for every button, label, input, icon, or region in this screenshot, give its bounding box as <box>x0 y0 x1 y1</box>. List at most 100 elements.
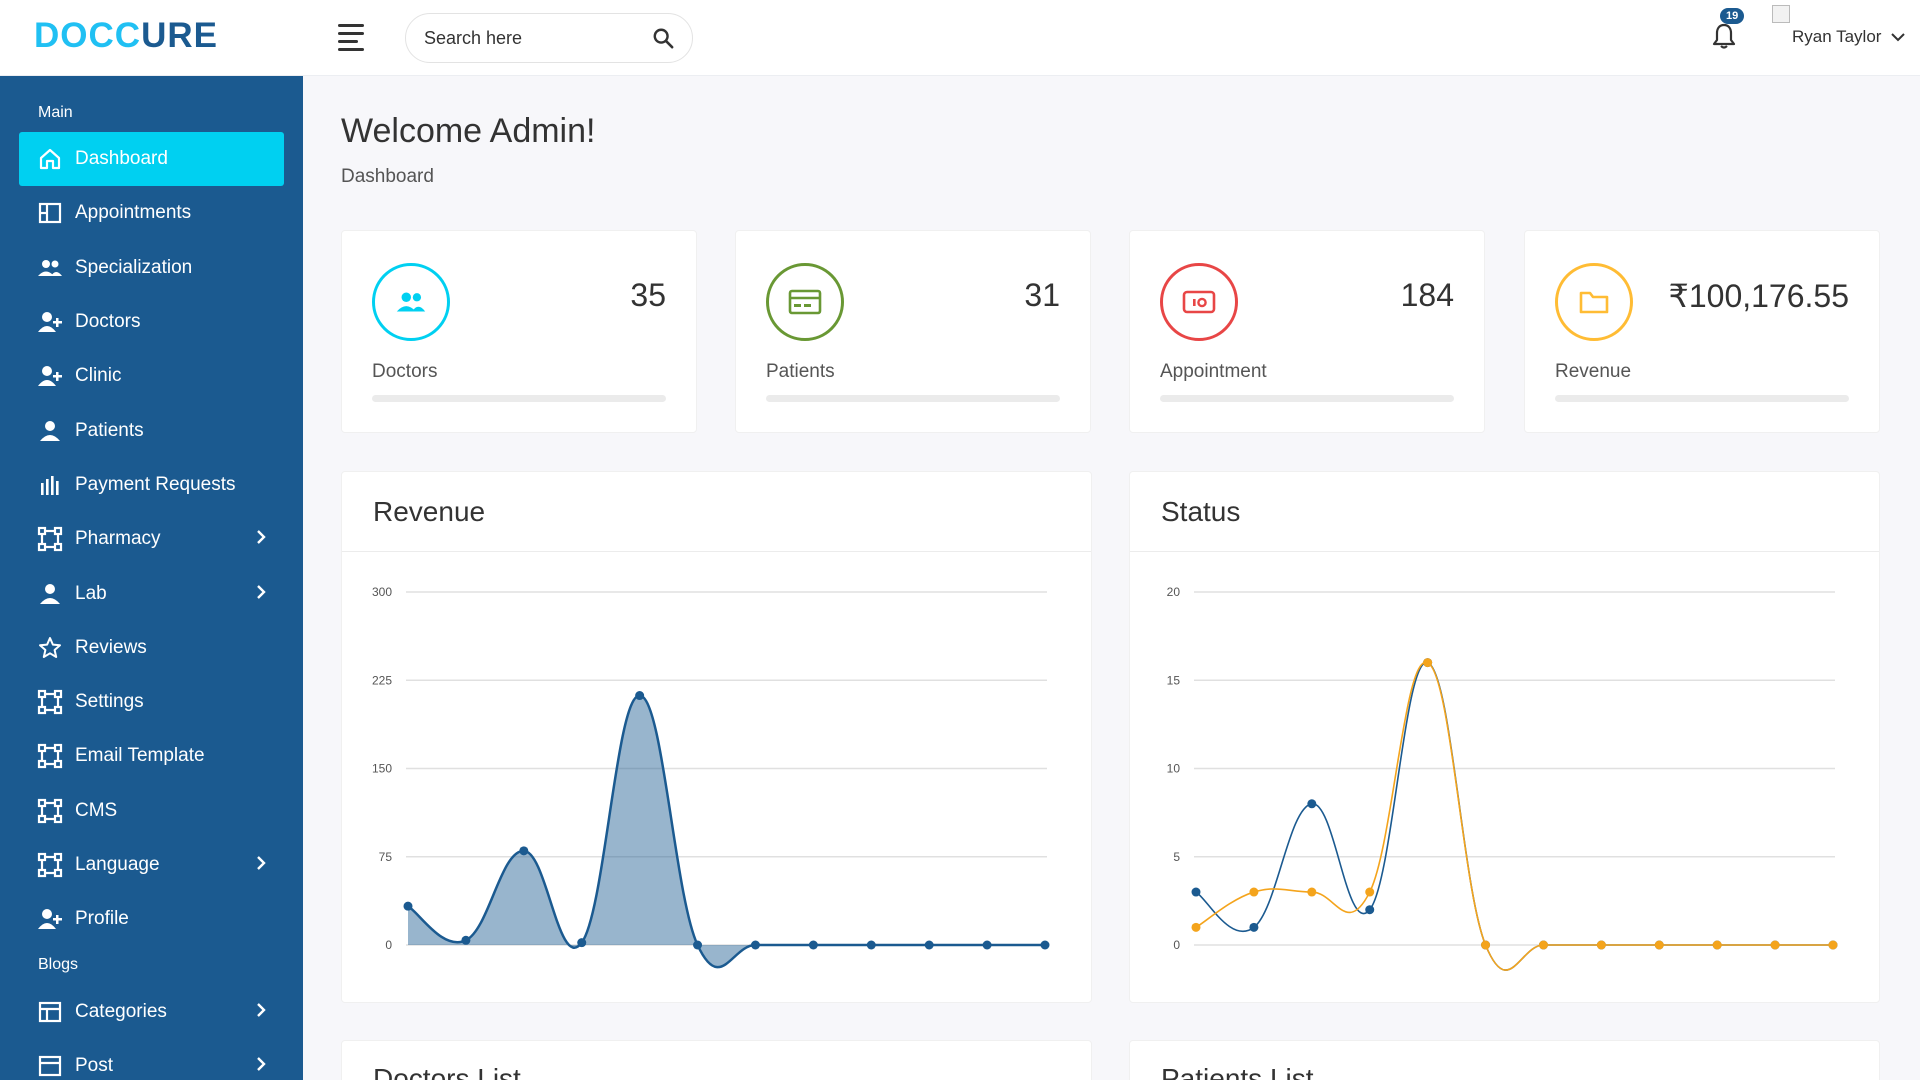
data-point[interactable] <box>750 940 760 950</box>
sidebar-item-appointments[interactable]: Appointments <box>19 186 284 240</box>
sidebar-item-cms[interactable]: CMS <box>19 784 284 838</box>
stat-label: Doctors <box>372 361 438 382</box>
frame-icon <box>37 798 63 824</box>
data-point[interactable] <box>1040 940 1050 950</box>
data-point[interactable] <box>1307 799 1317 809</box>
stat-value: ₹100,176.55 <box>1668 278 1849 314</box>
sidebar-item-dashboard[interactable]: Dashboard <box>19 132 284 187</box>
user-menu[interactable]: Ryan Taylor <box>1772 5 1906 47</box>
data-point[interactable] <box>1596 940 1606 950</box>
search-input[interactable] <box>424 28 644 49</box>
menu-title-main: Main <box>38 104 73 121</box>
chevron-right-icon <box>256 528 266 550</box>
sidebar-item-label: Clinic <box>75 365 122 387</box>
menu-toggle-button[interactable] <box>338 24 368 52</box>
data-point[interactable] <box>982 940 992 950</box>
sidebar-item-patients[interactable]: Patients <box>19 403 284 457</box>
sidebar-item-categories[interactable]: Categories <box>19 984 284 1038</box>
sidebar-item-language[interactable]: Language <box>19 838 284 892</box>
frame-icon <box>37 526 63 552</box>
sidebar-item-clinic[interactable]: Clinic <box>19 349 284 403</box>
chevron-down-icon <box>1891 29 1906 47</box>
sidebar-item-label: Doctors <box>75 311 141 333</box>
data-point[interactable] <box>1481 940 1491 950</box>
data-point[interactable] <box>1249 922 1259 932</box>
patients-list-card: Patients List <box>1129 1040 1880 1080</box>
stat-label: Appointment <box>1160 361 1267 382</box>
sidebar-item-label: Dashboard <box>75 148 168 170</box>
sidebar-item-label: Categories <box>75 1000 167 1022</box>
sidebar-item-pharmacy[interactable]: Pharmacy <box>19 512 284 566</box>
frame-icon <box>37 743 63 769</box>
logo[interactable]: DOCC URE <box>34 16 218 56</box>
status-chart: 0 5 10 15 20 <box>1167 585 1838 971</box>
series-line <box>407 694 1045 969</box>
sidebar-item-settings[interactable]: Settings <box>19 675 284 729</box>
y-tick-label: 0 <box>1173 938 1180 952</box>
sidebar-item-label: Profile <box>75 908 129 930</box>
breadcrumb: Dashboard <box>341 166 434 187</box>
sidebar-item-doctors[interactable]: Doctors <box>19 295 284 349</box>
y-tick-label: 20 <box>1167 585 1181 599</box>
frame-icon <box>37 852 63 878</box>
revenue-chart-card: Revenue 0 75 150 225 300 <box>341 471 1092 1003</box>
stat-value: 35 <box>630 277 666 313</box>
sidebar-item-email-template[interactable]: Email Template <box>19 729 284 783</box>
stat-card-appointment: 184 Appointment <box>1129 230 1485 433</box>
users-icon <box>372 263 450 341</box>
y-tick-label: 300 <box>372 585 392 599</box>
data-point[interactable] <box>1712 940 1722 950</box>
data-point[interactable] <box>924 940 934 950</box>
sidebar-item-label: Appointments <box>75 202 192 224</box>
data-point[interactable] <box>1307 887 1317 897</box>
stat-card-doctors: 35 Doctors <box>341 230 697 433</box>
data-point[interactable] <box>1365 887 1375 897</box>
chevron-right-icon <box>256 1055 266 1077</box>
search-icon[interactable] <box>652 27 674 54</box>
stat-card-revenue: ₹100,176.55 Revenue <box>1524 230 1880 433</box>
sidebar-item-reviews[interactable]: Reviews <box>19 621 284 675</box>
user-plus-icon <box>37 309 63 335</box>
stat-value: 184 <box>1400 277 1454 313</box>
data-point[interactable] <box>635 691 645 701</box>
sidebar-item-post[interactable]: Post <box>19 1039 284 1080</box>
data-point[interactable] <box>1654 940 1664 950</box>
data-point[interactable] <box>1365 905 1375 915</box>
data-point[interactable] <box>1191 887 1201 897</box>
layout-icon <box>37 200 63 226</box>
data-point[interactable] <box>1249 887 1259 897</box>
status-chart-title: Status <box>1161 496 1241 527</box>
categories-icon <box>37 999 63 1025</box>
series-line <box>1195 661 1833 971</box>
user-name: Ryan Taylor <box>1792 27 1882 46</box>
sidebar-item-profile[interactable]: Profile <box>19 892 284 946</box>
data-point[interactable] <box>1538 940 1548 950</box>
bar-chart-icon <box>37 472 63 498</box>
sidebar-item-specialization[interactable]: Specialization <box>19 241 284 295</box>
y-tick-label: 150 <box>372 762 392 776</box>
data-point[interactable] <box>866 940 876 950</box>
search-box <box>405 13 693 63</box>
bell-icon[interactable] <box>1712 22 1736 55</box>
data-point[interactable] <box>1191 922 1201 932</box>
data-point[interactable] <box>461 935 471 945</box>
data-point[interactable] <box>808 940 818 950</box>
data-point[interactable] <box>519 846 529 856</box>
sidebar-item-lab[interactable]: Lab <box>19 566 284 620</box>
data-point[interactable] <box>693 940 703 950</box>
stat-value: 31 <box>1024 277 1060 313</box>
sidebar-item-label: Payment Requests <box>75 473 236 495</box>
sidebar-item-payment-requests[interactable]: Payment Requests <box>19 458 284 512</box>
data-point[interactable] <box>577 938 587 948</box>
series-line <box>1195 661 1833 971</box>
data-point[interactable] <box>1770 940 1780 950</box>
user-icon <box>37 581 63 607</box>
data-point[interactable] <box>1423 658 1433 668</box>
stat-progress-bar <box>1555 395 1849 402</box>
data-point[interactable] <box>1828 940 1838 950</box>
data-point[interactable] <box>403 901 413 911</box>
stat-label: Patients <box>766 361 835 382</box>
page-title: Welcome Admin! <box>341 112 596 150</box>
sidebar-item-label: Post <box>75 1054 114 1076</box>
logo-text-part1: DOCC <box>34 16 142 55</box>
